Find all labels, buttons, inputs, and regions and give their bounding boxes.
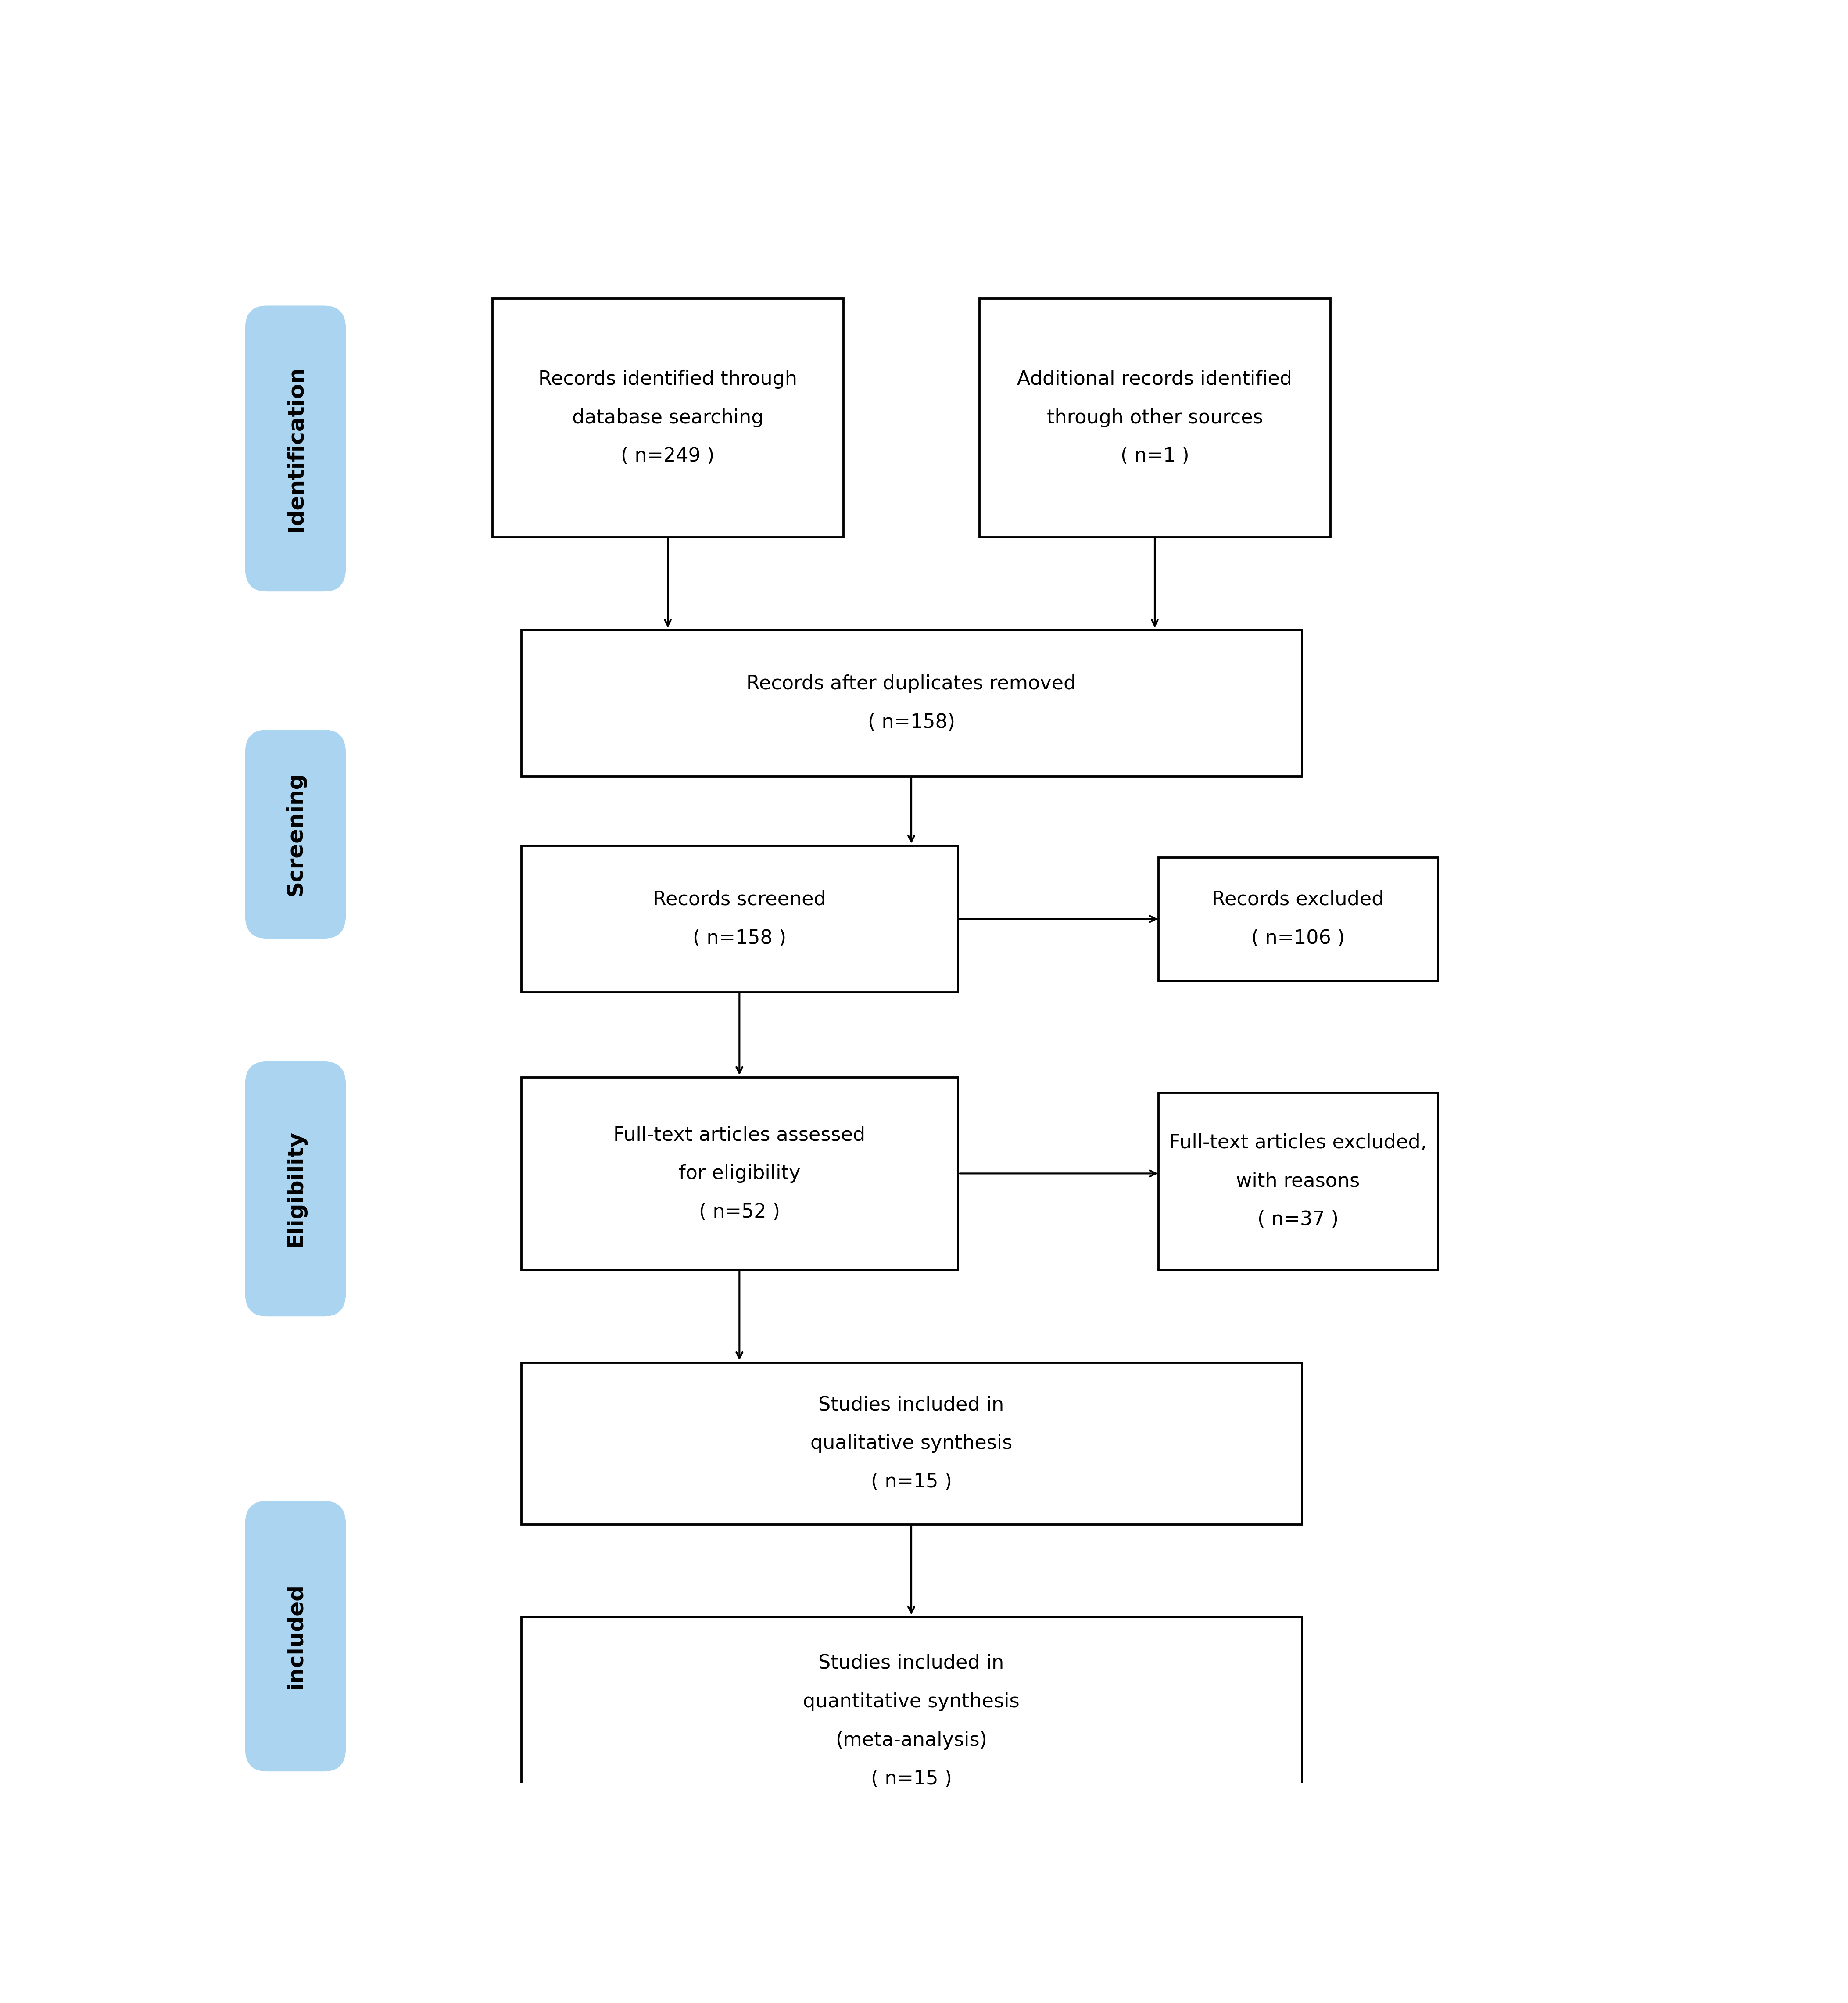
Bar bbox=[521, 1616, 1301, 1825]
Text: ( n=249 ): ( n=249 ) bbox=[621, 447, 715, 467]
FancyBboxPatch shape bbox=[246, 306, 346, 591]
Text: Studies included in: Studies included in bbox=[819, 1654, 1003, 1673]
Text: Eligibility: Eligibility bbox=[285, 1130, 307, 1248]
Text: included: included bbox=[285, 1582, 307, 1689]
Text: Records screened: Records screened bbox=[652, 889, 826, 909]
Text: with reasons: with reasons bbox=[1236, 1172, 1360, 1190]
Text: ( n=158 ): ( n=158 ) bbox=[693, 929, 785, 947]
Bar bbox=[1159, 1092, 1438, 1270]
Text: ( n=15 ): ( n=15 ) bbox=[870, 1769, 952, 1789]
Bar bbox=[521, 845, 957, 991]
FancyBboxPatch shape bbox=[246, 1062, 346, 1316]
Text: Full-text articles excluded,: Full-text articles excluded, bbox=[1170, 1134, 1427, 1152]
Bar bbox=[1159, 857, 1438, 981]
Text: ( n=158): ( n=158) bbox=[869, 713, 955, 731]
Bar bbox=[521, 629, 1301, 777]
Bar bbox=[521, 1362, 1301, 1524]
Text: Records identified through: Records identified through bbox=[538, 371, 796, 389]
Text: Records excluded: Records excluded bbox=[1212, 889, 1384, 909]
Text: ( n=106 ): ( n=106 ) bbox=[1251, 929, 1345, 947]
Text: ( n=1 ): ( n=1 ) bbox=[1120, 447, 1188, 467]
Text: Identification: Identification bbox=[285, 365, 307, 531]
FancyBboxPatch shape bbox=[246, 729, 346, 937]
Text: ( n=37 ): ( n=37 ) bbox=[1257, 1210, 1338, 1230]
Bar bbox=[521, 1078, 957, 1270]
FancyBboxPatch shape bbox=[246, 1500, 346, 1771]
Text: Screening: Screening bbox=[285, 773, 307, 895]
Text: Records after duplicates removed: Records after duplicates removed bbox=[747, 675, 1076, 693]
Text: Full-text articles assessed: Full-text articles assessed bbox=[614, 1126, 865, 1144]
Text: qualitative synthesis: qualitative synthesis bbox=[809, 1434, 1013, 1452]
Text: through other sources: through other sources bbox=[1046, 409, 1262, 427]
Bar bbox=[492, 298, 843, 537]
Text: (meta-analysis): (meta-analysis) bbox=[835, 1731, 987, 1751]
Text: Studies included in: Studies included in bbox=[819, 1396, 1003, 1414]
Text: ( n=15 ): ( n=15 ) bbox=[870, 1472, 952, 1492]
Text: database searching: database searching bbox=[573, 409, 763, 427]
Text: Additional records identified: Additional records identified bbox=[1016, 371, 1292, 389]
Text: ( n=52 ): ( n=52 ) bbox=[699, 1202, 780, 1222]
Bar bbox=[979, 298, 1331, 537]
Text: quantitative synthesis: quantitative synthesis bbox=[804, 1693, 1020, 1711]
Text: for eligibility: for eligibility bbox=[678, 1164, 800, 1184]
